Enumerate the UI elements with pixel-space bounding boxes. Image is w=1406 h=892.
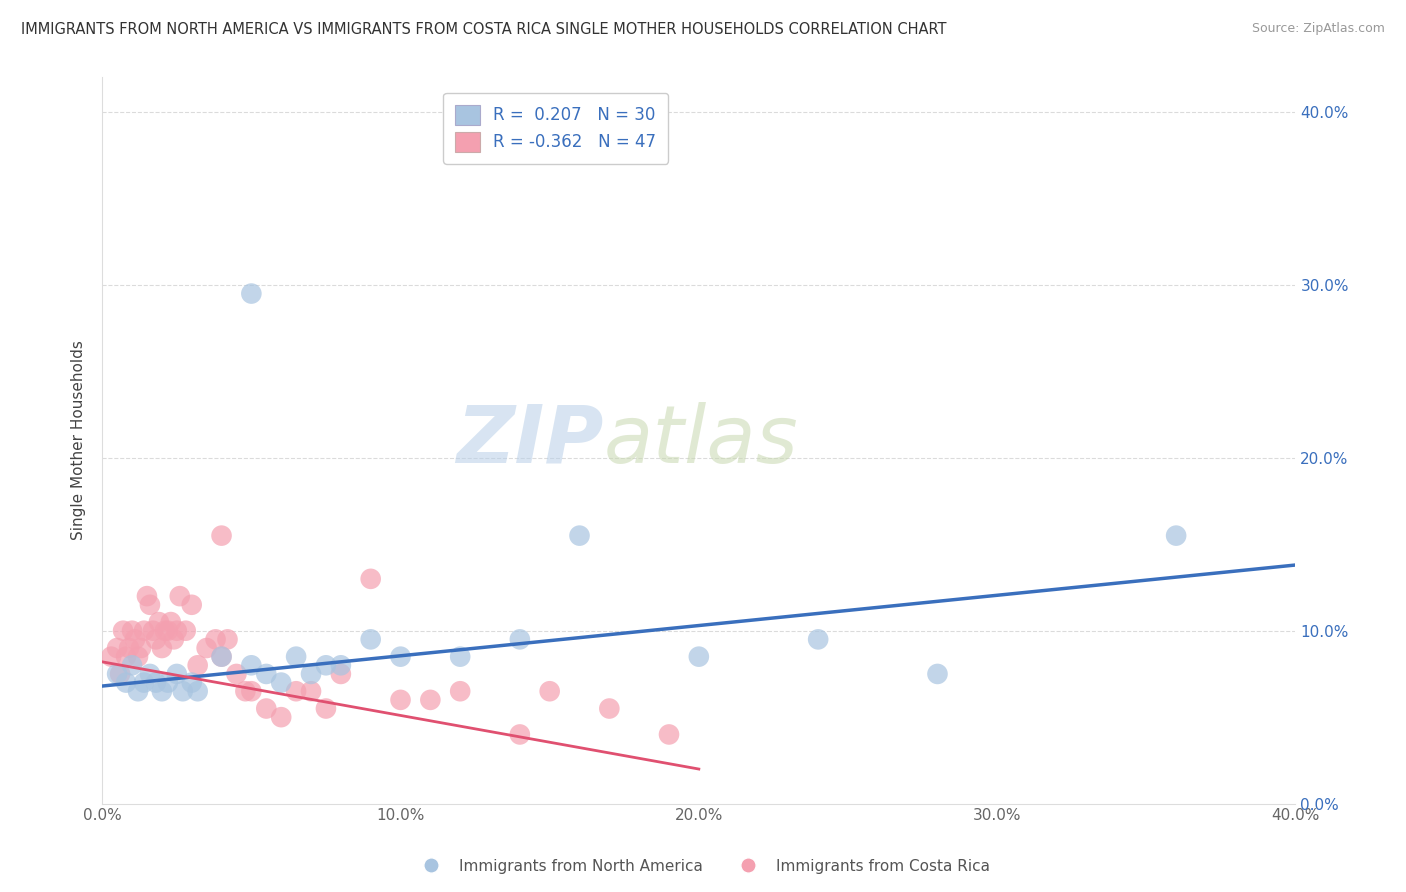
Point — [169, 589, 191, 603]
Point — [329, 658, 352, 673]
Point — [807, 632, 830, 647]
Point — [180, 675, 202, 690]
Point — [211, 649, 233, 664]
Legend: Immigrants from North America, Immigrants from Costa Rica: Immigrants from North America, Immigrant… — [411, 853, 995, 880]
Point — [360, 572, 382, 586]
Point — [145, 632, 167, 647]
Point — [180, 598, 202, 612]
Point — [204, 632, 226, 647]
Legend: R =  0.207   N = 30, R = -0.362   N = 47: R = 0.207 N = 30, R = -0.362 N = 47 — [443, 93, 668, 164]
Point — [145, 675, 167, 690]
Point — [329, 667, 352, 681]
Point — [105, 667, 128, 681]
Point — [658, 727, 681, 741]
Y-axis label: Single Mother Households: Single Mother Households — [72, 341, 86, 541]
Point — [187, 658, 209, 673]
Point — [240, 684, 263, 698]
Point — [389, 649, 412, 664]
Point — [240, 286, 263, 301]
Point — [166, 667, 188, 681]
Point — [217, 632, 239, 647]
Point — [285, 649, 308, 664]
Point — [538, 684, 561, 698]
Point — [153, 624, 176, 638]
Point — [299, 684, 322, 698]
Point — [139, 667, 162, 681]
Text: IMMIGRANTS FROM NORTH AMERICA VS IMMIGRANTS FROM COSTA RICA SINGLE MOTHER HOUSEH: IMMIGRANTS FROM NORTH AMERICA VS IMMIGRA… — [21, 22, 946, 37]
Point — [148, 615, 170, 629]
Point — [174, 624, 197, 638]
Point — [132, 624, 155, 638]
Point — [240, 658, 263, 673]
Point — [150, 640, 173, 655]
Text: ZIP: ZIP — [456, 401, 603, 480]
Point — [142, 624, 165, 638]
Point — [105, 640, 128, 655]
Point — [172, 684, 194, 698]
Text: atlas: atlas — [603, 401, 799, 480]
Point — [235, 684, 257, 698]
Point — [115, 675, 138, 690]
Point — [124, 632, 146, 647]
Point — [127, 649, 149, 664]
Point — [360, 632, 382, 647]
Point — [419, 693, 441, 707]
Point — [115, 649, 138, 664]
Point — [121, 658, 143, 673]
Point — [509, 632, 531, 647]
Point — [315, 658, 337, 673]
Point — [139, 598, 162, 612]
Point — [187, 684, 209, 698]
Point — [159, 615, 181, 629]
Text: Source: ZipAtlas.com: Source: ZipAtlas.com — [1251, 22, 1385, 36]
Point — [156, 624, 179, 638]
Point — [132, 675, 155, 690]
Point — [598, 701, 620, 715]
Point — [112, 624, 135, 638]
Point — [449, 649, 471, 664]
Point — [568, 528, 591, 542]
Point — [127, 684, 149, 698]
Point — [254, 667, 277, 681]
Point — [688, 649, 710, 664]
Point — [299, 667, 322, 681]
Point — [270, 675, 292, 690]
Point — [225, 667, 247, 681]
Point — [108, 667, 131, 681]
Point — [211, 649, 233, 664]
Point — [118, 640, 141, 655]
Point — [163, 632, 186, 647]
Point — [156, 675, 179, 690]
Point — [211, 528, 233, 542]
Point — [927, 667, 949, 681]
Point — [150, 684, 173, 698]
Point — [129, 640, 152, 655]
Point — [449, 684, 471, 698]
Point — [121, 624, 143, 638]
Point — [136, 589, 159, 603]
Point — [195, 640, 218, 655]
Point — [315, 701, 337, 715]
Point — [166, 624, 188, 638]
Point — [254, 701, 277, 715]
Point — [270, 710, 292, 724]
Point — [100, 649, 122, 664]
Point — [285, 684, 308, 698]
Point — [1166, 528, 1188, 542]
Point — [389, 693, 412, 707]
Point — [509, 727, 531, 741]
